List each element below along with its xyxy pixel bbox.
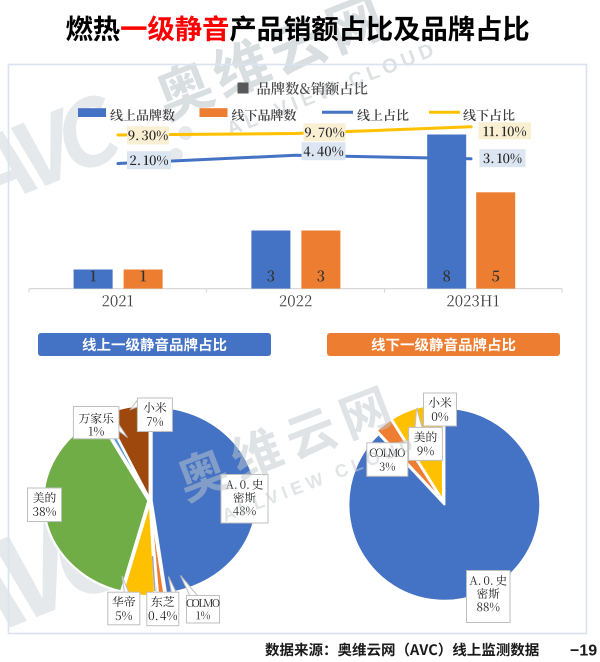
svg-text:−19: −19 [570,643,597,660]
